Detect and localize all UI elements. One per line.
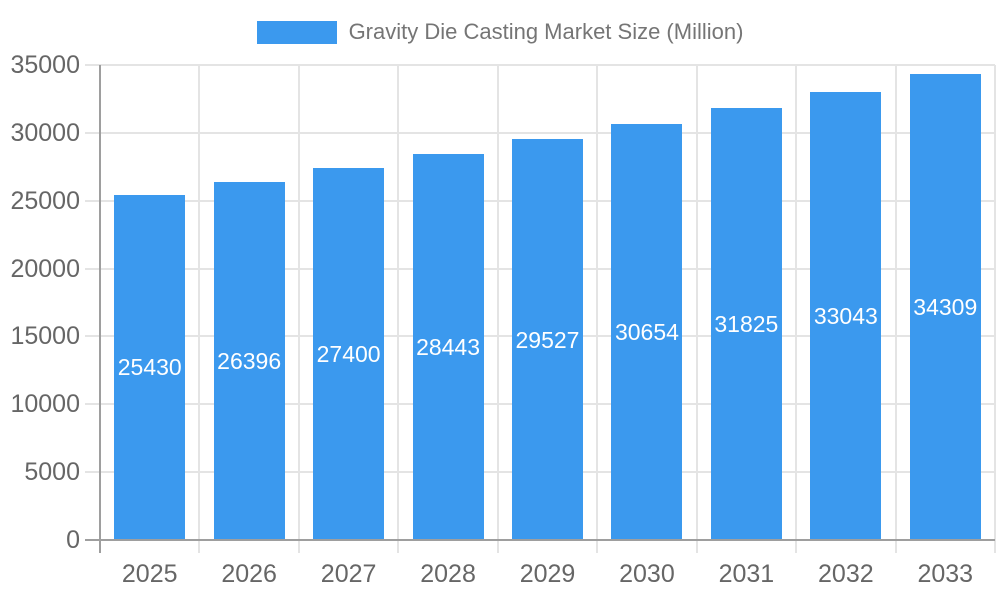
legend-swatch — [256, 20, 337, 44]
legend-label: Gravity Die Casting Market Size (Million… — [348, 19, 744, 44]
gridline-vertical — [596, 65, 599, 553]
x-tick-label: 2030 — [619, 560, 675, 588]
bar-value-label: 33043 — [813, 302, 878, 329]
bar-value-label: 29527 — [515, 326, 580, 353]
bar-value-label: 28443 — [416, 333, 481, 360]
bar-value-label: 31825 — [714, 311, 779, 338]
gridline-vertical — [198, 65, 201, 553]
y-tick-label: 20000 — [10, 254, 80, 283]
gridline-vertical — [297, 65, 300, 553]
y-axis-line — [99, 65, 101, 553]
x-tick-label: 2031 — [718, 560, 775, 588]
gridline-vertical — [795, 65, 798, 553]
x-tick-label: 2029 — [519, 560, 576, 588]
gridline-horizontal — [85, 131, 995, 134]
bar-2027 — [313, 168, 385, 540]
y-tick-label: 15000 — [10, 322, 80, 351]
bar-2025 — [114, 194, 186, 540]
x-tick-label: 2028 — [420, 560, 476, 588]
bar-2026 — [213, 181, 285, 540]
bar-2028 — [412, 153, 484, 540]
bar-2029 — [512, 139, 583, 540]
y-tick-label: 35000 — [10, 51, 80, 79]
y-tick-label: 5000 — [24, 458, 80, 487]
bar-2033 — [909, 74, 981, 540]
x-tick-label: 2026 — [221, 560, 277, 588]
gridline-vertical — [496, 65, 499, 553]
bar-value-label: 25430 — [117, 354, 182, 381]
y-tick-label: 30000 — [10, 118, 80, 147]
bar-2032 — [810, 91, 882, 540]
chart-legend: Gravity Die Casting Market Size (Million… — [0, 19, 1000, 45]
bar-2031 — [710, 108, 782, 540]
gridline-vertical — [894, 65, 897, 553]
gridline-vertical — [695, 65, 698, 553]
x-tick-label: 2025 — [121, 560, 178, 588]
y-tick-label: 0 — [66, 526, 80, 554]
gridline-horizontal — [85, 64, 995, 66]
gridline-vertical — [994, 65, 996, 553]
x-tick-label: 2033 — [917, 560, 974, 588]
gridline-vertical — [397, 65, 400, 553]
bar-value-label: 26396 — [217, 347, 282, 374]
y-tick-label: 25000 — [10, 186, 80, 215]
bar-value-label: 27400 — [316, 341, 381, 368]
bar-2030 — [611, 123, 683, 540]
x-axis-line — [85, 539, 995, 541]
x-tick-label: 2032 — [818, 560, 874, 588]
bar-value-label: 30654 — [614, 318, 679, 345]
bar-value-label: 34309 — [913, 294, 978, 321]
y-tick-label: 10000 — [10, 390, 80, 419]
x-tick-label: 2027 — [320, 560, 377, 588]
